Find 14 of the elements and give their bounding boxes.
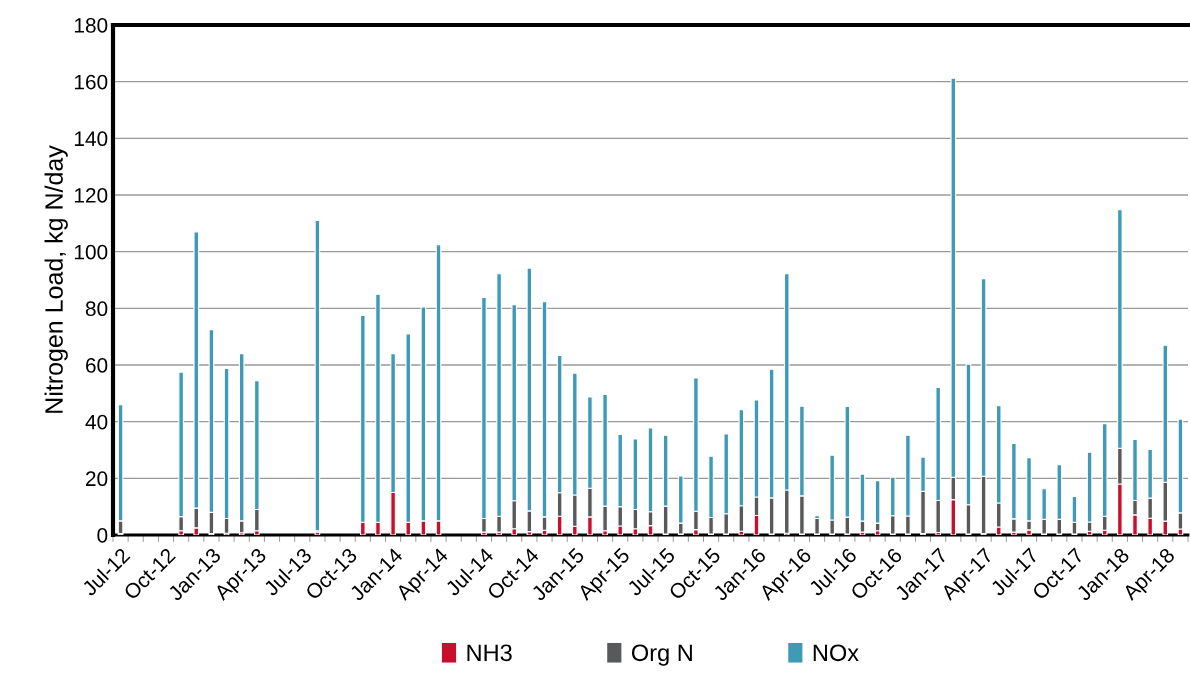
legend-label: NOx [813,644,859,662]
y-tick-label: 80 [85,301,108,317]
y-tick-label: 40 [85,414,108,430]
y-tick-label: 100 [74,244,108,260]
y-tick-label: 160 [74,74,108,90]
y-tick-label: 0 [97,528,108,543]
legend-label: Org N [631,644,692,666]
y-tick-label: 180 [74,18,108,33]
y-axis-title: Nitrogen Load, kg N/day [44,145,68,413]
legend-label: NH3 [467,644,512,662]
y-tick-label: 20 [86,471,108,487]
y-tick-label: 60 [86,358,108,373]
y-tick-label: 120 [74,188,108,203]
y-tick-label: 140 [74,131,108,147]
